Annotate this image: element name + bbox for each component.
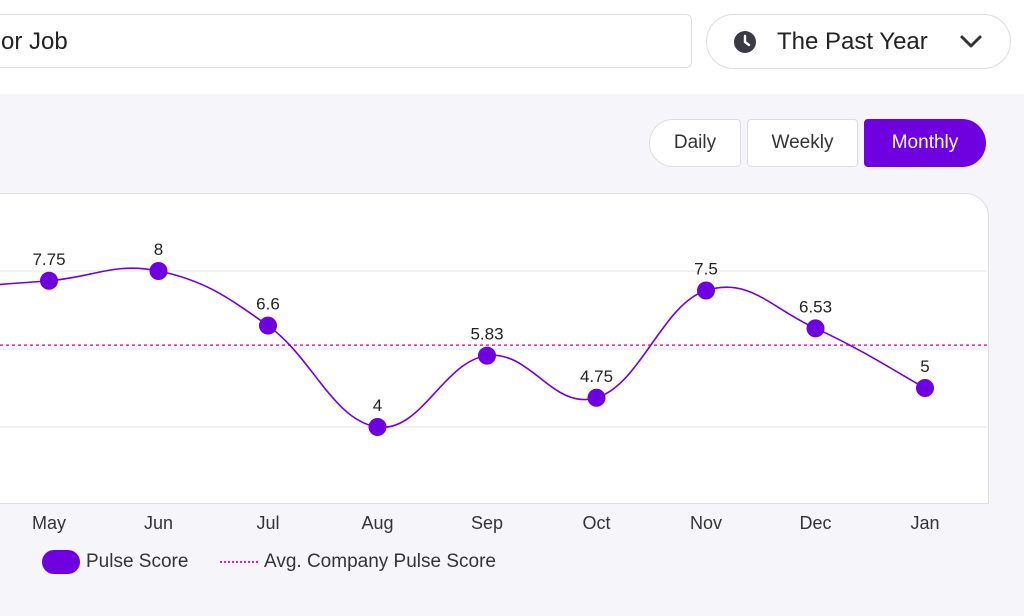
legend-label-average: Avg. Company Pulse Score (264, 551, 496, 572)
legend-item-average: Avg. Company Pulse Score (220, 548, 496, 576)
x-tick-label: May (32, 513, 66, 533)
chevron-down-icon (960, 35, 982, 48)
pulse-score-line (0, 267, 926, 428)
data-label: 5.83 (470, 325, 503, 344)
search-input-value: or Job (1, 28, 68, 55)
data-label: 5 (920, 357, 929, 376)
data-label: 7.5 (694, 260, 718, 279)
data-label: 7.75 (32, 250, 65, 269)
granularity-weekly-button[interactable]: Weekly (747, 119, 858, 167)
data-point (697, 281, 715, 300)
data-point (40, 271, 58, 290)
data-point (478, 346, 496, 365)
date-range-select[interactable]: The Past Year (706, 14, 1011, 69)
legend-swatch-average (220, 561, 258, 563)
data-label: 6.53 (799, 297, 832, 316)
x-tick-label: Dec (799, 513, 831, 533)
x-tick-label: Jul (256, 513, 279, 533)
data-label: 6.6 (256, 295, 280, 314)
x-tick-label: Oct (582, 513, 610, 533)
x-tick-label: Aug (361, 513, 393, 533)
x-tick-label: Sep (471, 513, 503, 533)
x-tick-label: Jun (144, 513, 173, 533)
data-label: 4 (373, 396, 382, 415)
date-range-label: The Past Year (777, 28, 928, 55)
data-point (368, 418, 387, 436)
x-tick-label: Nov (690, 513, 722, 533)
data-point (806, 319, 825, 338)
granularity-daily-button[interactable]: Daily (649, 119, 741, 167)
data-label: 4.75 (580, 367, 613, 386)
data-point (149, 262, 168, 280)
search-input[interactable]: or Job (0, 14, 692, 68)
data-point (259, 316, 277, 335)
granularity-monthly-button[interactable]: Monthly (864, 119, 986, 167)
data-label: 8 (154, 240, 163, 259)
data-point (587, 388, 606, 407)
data-point (916, 379, 934, 397)
x-tick-label: Jan (910, 513, 939, 533)
legend-swatch-pulse (42, 550, 80, 574)
legend-item-pulse-score: Pulse Score (42, 548, 188, 576)
legend-label-pulse: Pulse Score (86, 551, 189, 572)
clock-icon (734, 31, 756, 53)
